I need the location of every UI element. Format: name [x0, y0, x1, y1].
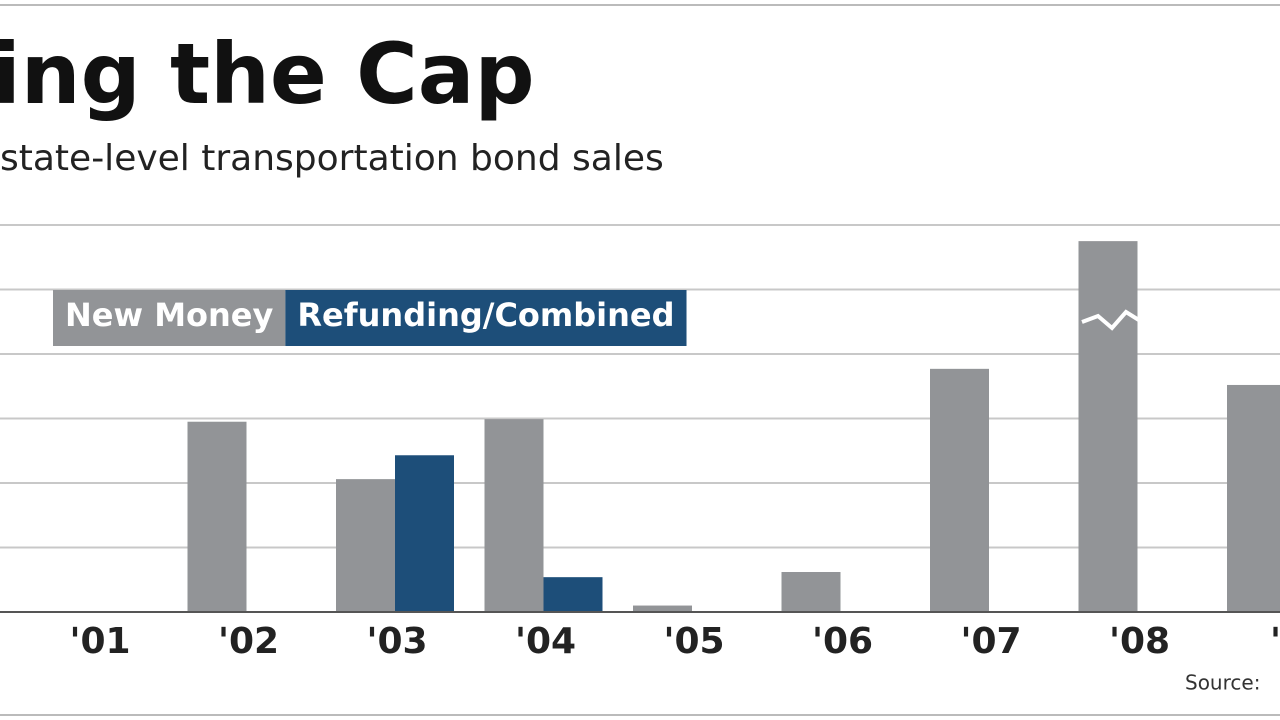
chart-subtitle: state-level transportation bond sales: [0, 138, 664, 179]
bars: [187, 241, 1280, 612]
bar: [543, 577, 603, 612]
x-tick-label: '04: [515, 621, 576, 662]
legend-label: Refunding/Combined: [297, 296, 674, 334]
x-tick-label: '07: [960, 621, 1021, 662]
legend-label: New Money: [65, 296, 274, 334]
bar: [633, 605, 692, 612]
x-tick-label: '0: [1270, 621, 1280, 662]
bar: [395, 455, 454, 612]
legend-swatch: [53, 290, 286, 346]
x-axis: '01 '02 '03 '04 '05 '06 '07 '08 '0: [69, 621, 1280, 662]
axis-break: [1081, 309, 1144, 331]
bar: [187, 421, 247, 612]
bar: [1078, 241, 1138, 612]
legend-swatch: [285, 290, 687, 346]
x-tick-label: '06: [812, 621, 873, 662]
x-tick-label: '01: [69, 621, 130, 662]
bar: [930, 368, 989, 612]
x-tick-label: '05: [663, 621, 724, 662]
chart-title: ing the Cap: [0, 25, 535, 123]
legend: New Money Refunding/Combined: [53, 290, 687, 346]
bar: [336, 479, 395, 612]
x-tick-label: '02: [218, 621, 279, 662]
x-tick-label: '03: [366, 621, 427, 662]
bar: [1227, 384, 1280, 612]
bar: [781, 572, 841, 612]
bar: [484, 419, 544, 612]
source: Source:: [1185, 671, 1260, 695]
x-tick-label: '08: [1109, 621, 1170, 662]
